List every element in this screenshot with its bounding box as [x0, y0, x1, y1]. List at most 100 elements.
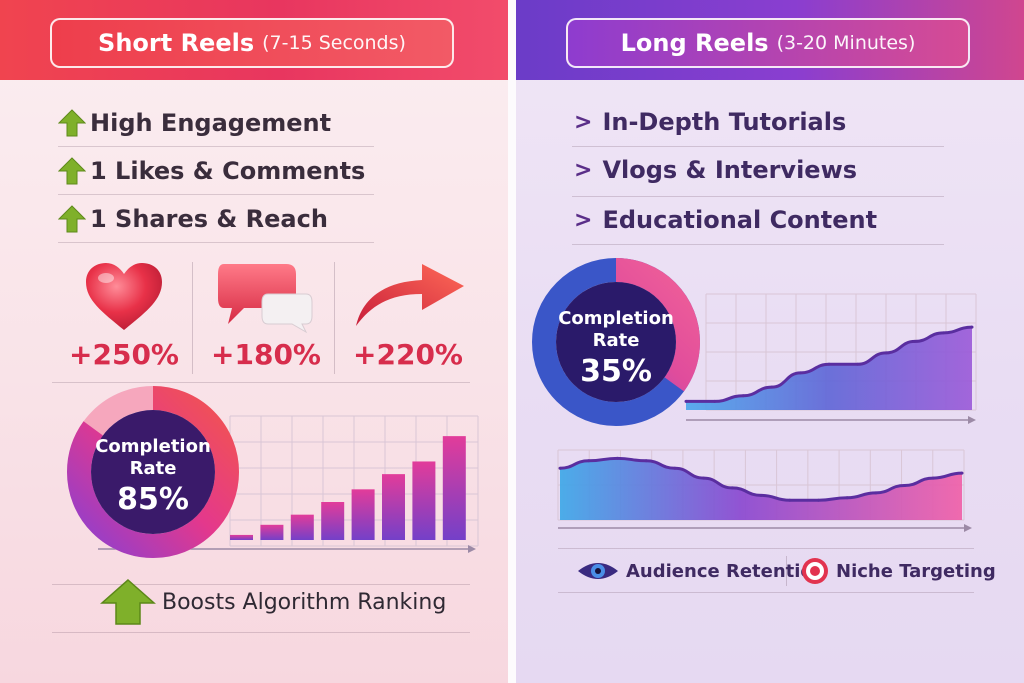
data-point — [770, 385, 774, 389]
completion-value: 35% — [580, 354, 652, 389]
chart-bars — [230, 436, 466, 540]
data-point — [759, 493, 763, 497]
row-divider — [58, 194, 374, 195]
data-point — [941, 331, 945, 335]
completion-bar-chart — [67, 386, 479, 558]
data-point — [713, 399, 717, 403]
panel-divider — [508, 0, 516, 683]
data-point — [644, 459, 648, 463]
bullet-label: 1 Shares & Reach — [90, 205, 328, 233]
bullet-high-engagement: High Engagement — [58, 108, 331, 138]
completion-donut — [532, 258, 700, 426]
bullet-educational-content: > Educational Content — [574, 206, 877, 234]
area-points — [684, 325, 974, 403]
chevron-right-icon: > — [574, 207, 593, 233]
metric-shares: +220% — [338, 256, 478, 380]
data-point — [960, 471, 964, 475]
data-point — [788, 498, 792, 502]
row-divider — [58, 242, 374, 243]
row-divider — [572, 146, 944, 147]
completion-area-chart — [532, 258, 977, 426]
bar — [260, 524, 284, 540]
data-point — [798, 371, 802, 375]
row-divider — [58, 146, 374, 147]
long-reels-header: Long Reels (3-20 Minutes) — [566, 18, 970, 68]
heart-icon — [86, 263, 162, 330]
data-point — [684, 399, 688, 403]
bullet-likes-comments: 1 Likes & Comments — [58, 156, 365, 186]
data-point — [587, 459, 591, 463]
data-point — [558, 466, 562, 470]
legend-audience-retention: Audience Retention — [576, 556, 826, 586]
short-reels-panel: Short Reels (7-15 Seconds) High Engageme… — [0, 0, 508, 683]
bullet-label: 1 Likes & Comments — [90, 157, 366, 185]
row-divider — [572, 244, 944, 245]
data-point — [884, 351, 888, 355]
header-subtitle: (3-20 Minutes) — [776, 32, 916, 54]
up-arrow-icon — [58, 157, 86, 185]
data-point — [874, 491, 878, 495]
data-point — [730, 486, 734, 490]
bar — [321, 502, 345, 540]
data-point — [827, 362, 831, 366]
big-up-arrow-icon — [100, 579, 156, 625]
bullet-in-depth-tutorials: > In-Depth Tutorials — [574, 108, 846, 136]
short-reels-header: Short Reels (7-15 Seconds) — [50, 18, 454, 68]
long-reels-panel: Long Reels (3-20 Minutes) > In-Depth Tut… — [516, 0, 1024, 683]
footer-label: Boosts Algorithm Ranking — [162, 589, 447, 615]
data-point — [913, 339, 917, 343]
footer-boosts-ranking: Boosts Algorithm Ranking — [100, 578, 446, 626]
up-arrow-icon — [58, 109, 86, 137]
metric-separator — [192, 262, 193, 374]
bullet-shares-reach: 1 Shares & Reach — [58, 204, 328, 234]
header-band: Short Reels (7-15 Seconds) — [0, 0, 508, 80]
x-axis-arrow — [968, 416, 976, 424]
x-axis-arrow — [468, 545, 476, 553]
row-divider — [558, 592, 974, 593]
data-point — [816, 498, 820, 502]
header-subtitle: (7-15 Seconds) — [262, 32, 406, 54]
data-point — [856, 362, 860, 366]
retention-area-chart — [557, 449, 972, 532]
bar — [290, 514, 314, 540]
header-title: Long Reels — [620, 29, 769, 57]
metric-value: +220% — [353, 338, 463, 371]
legend-label: Audience Retention — [626, 560, 826, 582]
chevron-right-icon: > — [574, 109, 593, 135]
area-points — [558, 456, 964, 502]
metric-separator — [334, 262, 335, 374]
metric-value: +250% — [69, 338, 179, 371]
row-divider — [52, 584, 470, 585]
legend-niche-targeting: Niche Targeting — [800, 556, 996, 586]
share-arrow-icon — [356, 264, 464, 326]
bullet-vlogs-interviews: > Vlogs & Interviews — [574, 156, 857, 184]
row-divider — [558, 548, 974, 549]
data-point — [931, 476, 935, 480]
area-fill — [560, 458, 962, 520]
bullet-label: Vlogs & Interviews — [602, 156, 858, 184]
data-point — [970, 325, 974, 329]
bar — [412, 461, 436, 540]
bar — [230, 534, 253, 540]
bar — [442, 436, 466, 540]
header-title: Short Reels — [98, 29, 255, 57]
completion-value: 85% — [117, 482, 189, 517]
completion-label: Completion Rate — [95, 436, 211, 479]
legend-label: Niche Targeting — [836, 560, 996, 582]
bullet-label: Educational Content — [602, 206, 878, 234]
up-arrow-icon — [58, 205, 86, 233]
header-band: Long Reels (3-20 Minutes) — [516, 0, 1024, 80]
x-axis-arrow — [964, 524, 972, 532]
metric-comments: +180% — [196, 256, 336, 380]
completion-donut — [67, 386, 239, 558]
bullet-label: High Engagement — [90, 109, 332, 137]
data-point — [903, 483, 907, 487]
row-divider — [52, 382, 470, 383]
bullet-label: In-Depth Tutorials — [602, 108, 847, 136]
completion-label: Completion Rate — [558, 308, 674, 351]
row-divider — [52, 632, 470, 633]
data-point — [702, 476, 706, 480]
speech-bubbles-icon — [218, 264, 313, 334]
data-point — [673, 466, 677, 470]
legend-separator — [786, 556, 787, 586]
